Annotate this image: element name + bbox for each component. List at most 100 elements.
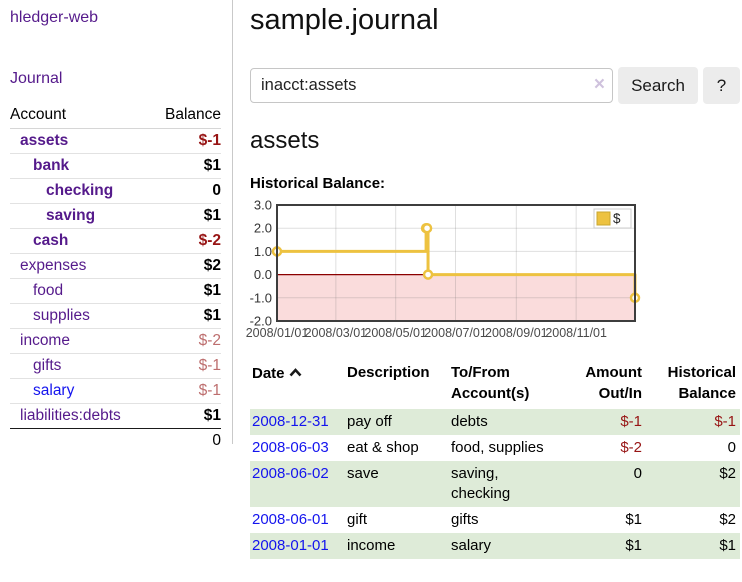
register-row: 2008-06-02 save saving, checking 0 $2 [250,461,740,507]
account-link-supplies[interactable]: supplies [33,307,90,324]
account-row-supplies: supplies $1 [10,303,221,329]
svg-text:-1.0: -1.0 [250,290,272,305]
sort-ascending-icon [289,362,302,383]
chart-title: Historical Balance: [250,175,386,192]
svg-text:-2.0: -2.0 [250,314,272,329]
register-col-amount-line2: Out/In [598,385,642,402]
transaction-balance: $2 [719,465,736,482]
register-row: 2008-06-03 eat & shop food, supplies $-2… [250,435,740,461]
search-bar: × Search ? [250,67,740,104]
transaction-balance: 0 [727,439,736,456]
account-balance-cash: $-2 [150,228,221,254]
search-input[interactable] [250,68,613,103]
register-col-balance-line1: Historical [667,364,736,381]
transaction-description: save [347,465,379,482]
register-col-balance-line2: Balance [678,385,736,402]
transaction-description: income [347,537,396,554]
register-header-row: Date Description To/From Account(s) Amou… [250,360,740,409]
transaction-amount: $-1 [620,413,642,430]
svg-text:2008/01/01: 2008/01/01 [246,326,309,340]
register-col-amount-line1: Amount [585,364,642,381]
transaction-balance: $-1 [714,413,736,430]
account-link-salary[interactable]: salary [33,382,75,399]
search-button[interactable]: Search [618,67,698,104]
transaction-accounts: debts [451,413,488,430]
transaction-amount: $1 [625,511,642,528]
transaction-accounts: gifts [451,511,479,528]
transaction-date-link[interactable]: 2008-01-01 [252,537,329,554]
brand-link[interactable]: hledger-web [10,9,99,26]
accounts-total-row: 0 [10,428,221,453]
transaction-balance: $1 [719,537,736,554]
nav-journal-link[interactable]: Journal [10,70,63,87]
register-table: Date Description To/From Account(s) Amou… [250,360,740,559]
account-balance-assets: $-1 [198,132,221,149]
register-row: 2008-06-01 gift gifts $1 $2 [250,507,740,533]
account-row-checking: checking 0 [10,178,221,204]
register-col-date[interactable]: Date [250,360,345,409]
transaction-description: gift [347,511,368,528]
accounts-col-account: Account [10,103,151,129]
clear-search-icon[interactable]: × [593,74,605,95]
transaction-description: pay off [347,413,392,430]
account-row-cash: cash $-2 [10,228,221,254]
account-link-expenses[interactable]: expenses [20,257,87,274]
register-col-accounts: To/From Account(s) [449,360,562,409]
transaction-amount: $1 [625,537,642,554]
account-row-expenses: expenses $2 [10,253,221,279]
transaction-amount: 0 [633,465,642,482]
account-link-bank[interactable]: bank [33,157,70,174]
register-col-balance: Historical Balance [646,360,740,409]
historical-balance-chart[interactable]: $3.0 2.0 1.0 0.0 -1.0 -2.0 2008/01/01 2008/03/0… [246,197,740,343]
register-col-description: Description [347,364,430,381]
register-col-date-label: Date [252,365,285,382]
account-balance-gifts: $-1 [150,353,221,379]
svg-text:0.0: 0.0 [254,267,272,282]
account-link-assets[interactable]: assets [20,132,69,149]
account-link-gifts[interactable]: gifts [33,357,62,374]
transaction-description: eat & shop [347,439,419,456]
help-button[interactable]: ? [703,67,740,104]
account-balance-checking: 0 [150,178,221,204]
account-link-saving[interactable]: saving [46,207,96,224]
account-link-income[interactable]: income [20,332,70,349]
register-col-amount: Amount Out/In [562,360,646,409]
svg-text:2008/09/01: 2008/09/01 [485,326,548,340]
accounts-table: Account Balance assets $-1 bank $1 check… [10,103,221,453]
transaction-date-link[interactable]: 2008-06-02 [252,465,329,482]
accounts-col-balance: Balance [150,103,221,129]
account-row-liabilities-debts: liabilities:debts $1 [10,403,221,429]
accounts-header-row: Account Balance [10,103,221,129]
transaction-accounts: saving, checking [451,465,511,502]
transaction-accounts: salary [451,537,492,554]
account-link-cash[interactable]: cash [33,232,69,249]
account-page-title: assets [250,127,320,154]
account-balance-supplies: $1 [150,303,221,329]
svg-text:2008/07/01: 2008/07/01 [424,326,487,340]
main-content: sample.journal × Search ? assets Histori… [246,0,740,559]
transaction-date-link[interactable]: 2008-12-31 [252,413,329,430]
account-link-food[interactable]: food [33,282,64,299]
transaction-date-link[interactable]: 2008-06-03 [252,439,329,456]
account-balance-bank: $1 [150,153,221,179]
account-row-bank: bank $1 [10,153,221,179]
account-link-liabilities-debts[interactable]: liabilities:debts [20,407,121,424]
register-row: 2008-12-31 pay off debts $-1 $-1 [250,409,740,435]
transaction-date-link[interactable]: 2008-06-01 [252,511,329,528]
account-row-saving: saving $1 [10,203,221,229]
account-balance-expenses: $2 [150,253,221,279]
account-balance-food: $1 [150,278,221,304]
account-row-food: food $1 [10,278,221,304]
svg-text:$: $ [613,211,621,226]
brand: hledger-web [10,9,221,27]
account-row-salary: salary $-1 [10,378,221,404]
sidebar: hledger-web Journal Account Balance asse… [0,0,233,453]
transaction-amount: $-2 [620,439,642,456]
account-balance-salary: $-1 [150,378,221,404]
register-row: 2008-01-01 income salary $1 $1 [250,533,740,559]
account-balance-saving: $1 [150,203,221,229]
account-balance-income: $-2 [150,328,221,354]
register-col-accounts-line1: To/From [451,364,510,381]
svg-text:2008/03/01: 2008/03/01 [305,326,368,340]
account-link-checking[interactable]: checking [46,182,114,199]
